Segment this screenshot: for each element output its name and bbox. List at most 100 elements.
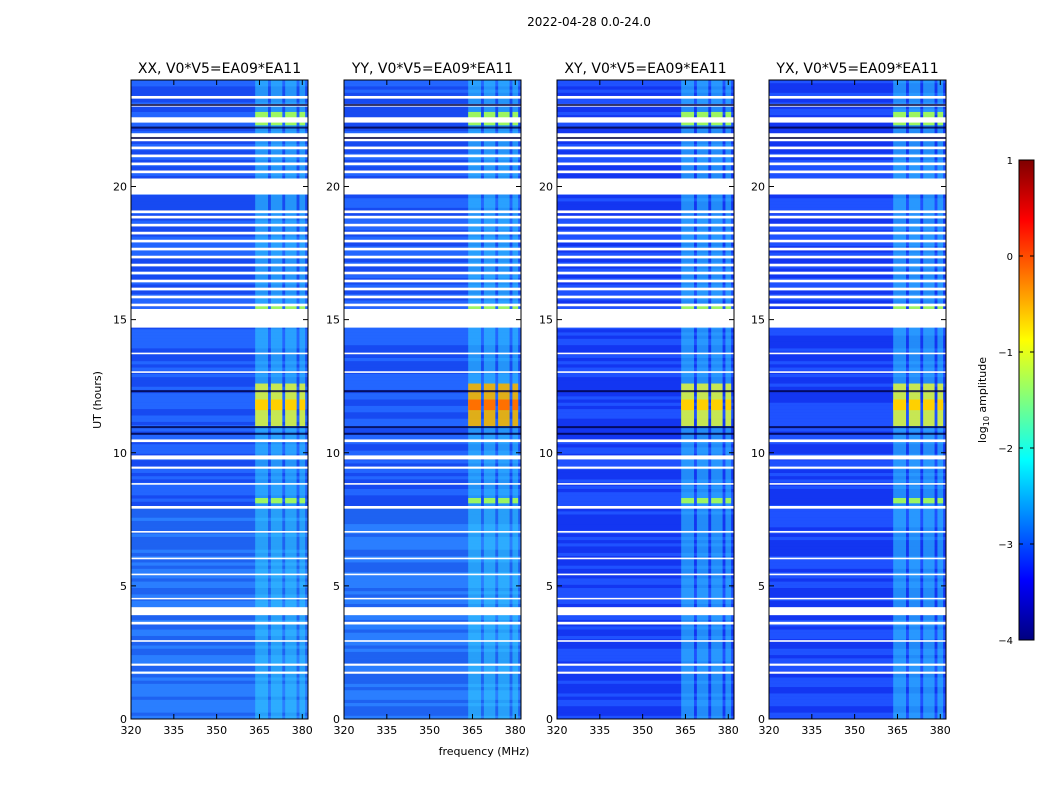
noise-stripe	[344, 552, 521, 557]
flag-gap	[131, 597, 308, 600]
flag-gap	[769, 295, 946, 299]
noise-stripe	[769, 92, 946, 96]
noise-stripe	[769, 559, 946, 563]
noise-stripe	[344, 463, 521, 467]
noise-stripe	[131, 658, 308, 662]
rfi-hotspot	[937, 399, 944, 411]
noise-stripe	[344, 195, 521, 199]
noise-stripe	[557, 124, 734, 128]
noise-stripe	[769, 549, 946, 553]
noise-stripe	[769, 501, 946, 505]
flag-gap	[557, 557, 734, 560]
panel-1: YY, V0*V5=EA09*EA11 320 335 350 365 380 0 5 10 15…	[326, 61, 526, 737]
noise-stripe	[769, 361, 946, 365]
noise-stripe	[131, 393, 308, 397]
noise-stripe	[131, 469, 308, 473]
flag-gap	[769, 455, 946, 460]
noise-stripe	[344, 86, 521, 90]
noise-stripe	[769, 207, 946, 211]
dark-line	[769, 126, 946, 129]
noise-stripe	[344, 268, 521, 272]
noise-stripe	[557, 472, 734, 477]
flag-gap	[557, 466, 734, 469]
figure-suptitle: 2022-04-28 0.0-24.0	[527, 15, 651, 29]
noise-stripe	[131, 217, 308, 221]
flag-gap	[557, 239, 734, 243]
y-tick-label: 10	[113, 447, 127, 460]
flag-gap	[769, 279, 946, 283]
noise-stripe	[344, 393, 521, 397]
flag-gap	[344, 371, 521, 373]
rfi-block	[299, 304, 306, 309]
noise-stripe	[769, 354, 946, 358]
flag-gap	[769, 247, 946, 251]
noise-stripe	[131, 680, 308, 684]
noise-stripe	[131, 488, 308, 493]
flag-gap	[131, 466, 308, 469]
noise-stripe	[557, 677, 734, 681]
noise-stripe	[344, 341, 521, 346]
noise-stripe	[557, 121, 734, 125]
noise-stripe	[557, 706, 734, 710]
flag-gap	[344, 271, 521, 275]
noise-stripe	[557, 444, 734, 448]
noise-stripe	[769, 195, 946, 199]
noise-stripe	[557, 565, 734, 569]
noise-stripe	[131, 207, 308, 211]
noise-stripe	[131, 562, 308, 566]
noise-stripe	[131, 354, 308, 358]
noise-stripe	[344, 683, 521, 688]
noise-stripe	[557, 80, 734, 84]
rfi-block	[285, 304, 297, 309]
flag-gap	[769, 439, 946, 443]
noise-stripe	[131, 556, 308, 560]
noise-stripe	[131, 265, 308, 269]
noise-stripe	[769, 441, 946, 445]
noise-stripe	[769, 527, 946, 531]
flag-gap	[557, 231, 734, 235]
noise-stripe	[769, 626, 946, 630]
flag-gap	[769, 95, 946, 99]
noise-stripe	[344, 236, 521, 240]
noise-stripe	[131, 99, 308, 103]
noise-stripe	[557, 664, 734, 668]
dark-line	[131, 126, 308, 129]
noise-stripe	[769, 236, 946, 240]
colorbar-tick-label: 0	[1007, 252, 1013, 263]
noise-stripe	[557, 434, 734, 438]
noise-stripe	[131, 373, 308, 378]
noise-stripe	[769, 252, 946, 256]
noise-stripe	[769, 156, 946, 160]
noise-stripe	[131, 699, 308, 704]
x-tick-label: 365	[249, 724, 270, 737]
noise-stripe	[769, 434, 946, 438]
flag-gap	[769, 146, 946, 150]
noise-stripe	[344, 559, 521, 563]
colorbar-tick-label: 1	[1007, 156, 1013, 167]
rfi-block	[923, 498, 935, 504]
flag-gap	[769, 223, 946, 227]
noise-stripe	[557, 635, 734, 640]
noise-stripe	[769, 674, 946, 678]
noise-stripe	[557, 357, 734, 362]
rfi-block	[908, 498, 921, 504]
noise-stripe	[344, 297, 521, 301]
y-tick-label: 0	[120, 713, 127, 726]
noise-stripe	[131, 498, 308, 502]
x-tick-label: 380	[292, 724, 313, 737]
noise-stripe	[769, 290, 946, 295]
noise-stripe	[131, 415, 308, 419]
noise-stripe	[344, 402, 521, 406]
noise-stripe	[557, 619, 734, 624]
noise-stripe	[344, 111, 521, 116]
noise-stripe	[131, 549, 308, 553]
noise-stripe	[344, 703, 521, 707]
flag-gap	[131, 231, 308, 235]
noise-stripe	[769, 469, 946, 473]
y-axis-label: UT (hours)	[91, 371, 104, 429]
noise-stripe	[557, 517, 734, 521]
noise-stripe	[131, 463, 308, 467]
flag-gap	[344, 621, 521, 625]
flag-gap	[131, 352, 308, 355]
noise-stripe	[557, 495, 734, 499]
